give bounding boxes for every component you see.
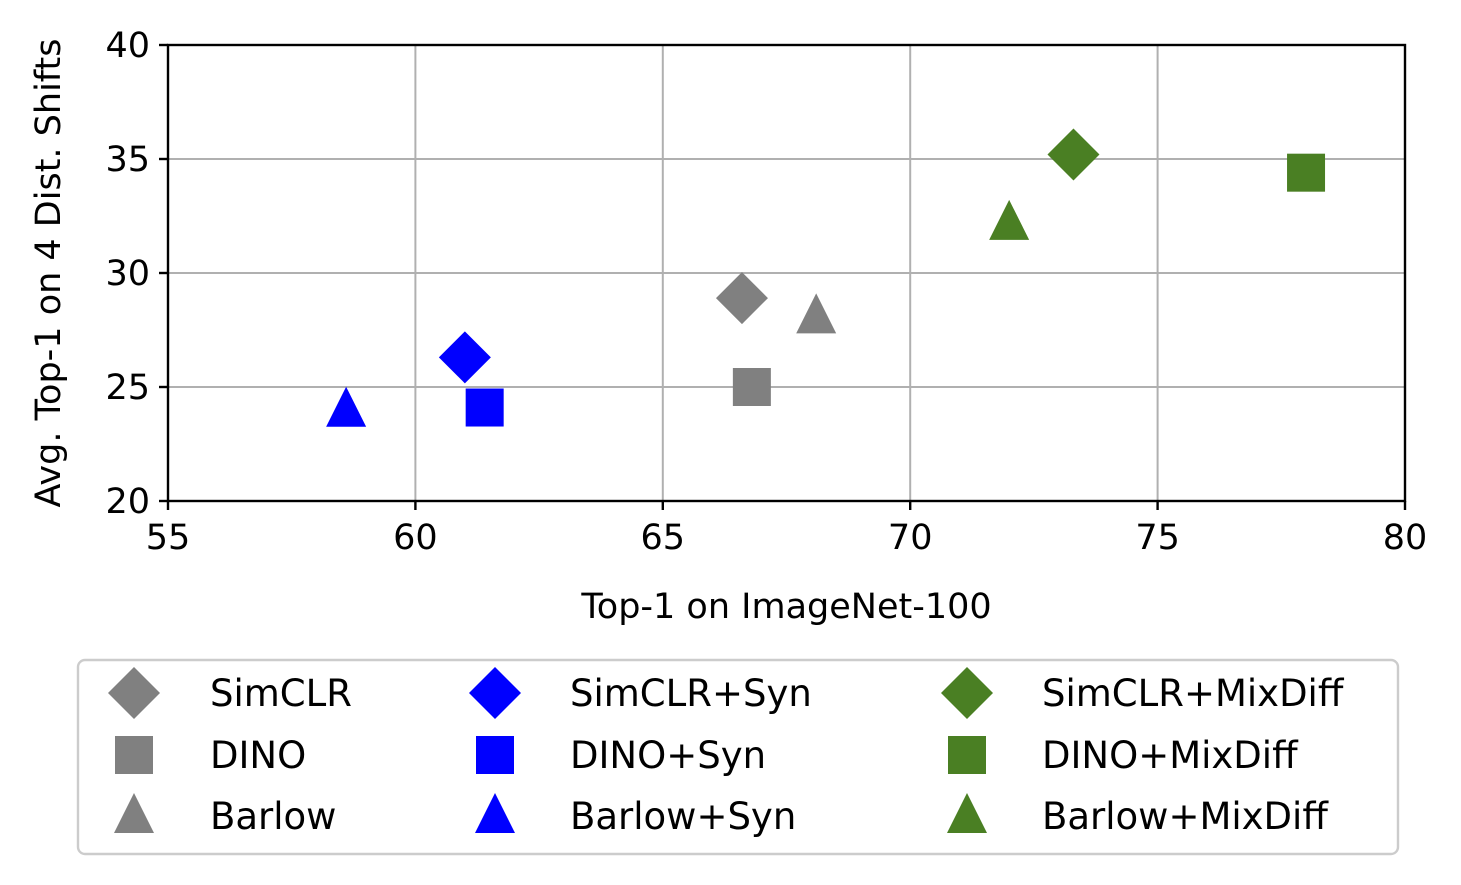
x-tick-label: 75 (1135, 518, 1180, 558)
legend-marker-square (476, 736, 514, 774)
legend: SimCLR DINO Barlow SimCLR+Syn DINO+Syn Barlow… (76, 658, 1400, 856)
point-diamond (1047, 128, 1100, 181)
legend-label: SimCLR+MixDiff (1042, 672, 1345, 715)
legend-marker-square (115, 736, 153, 774)
point-square (732, 368, 771, 406)
y-tick-label: 25 (105, 368, 150, 408)
data-points (326, 128, 1326, 427)
plot-frame (166, 43, 1407, 503)
legend-marker-diamond (108, 667, 160, 719)
x-tick-label: 55 (146, 518, 191, 558)
legend-frame (76, 658, 1400, 856)
legend-label: DINO (210, 734, 306, 777)
y-tick-label: 20 (105, 482, 150, 522)
legend-label: Barlow (210, 795, 336, 838)
legend-label: SimCLR (210, 672, 352, 715)
point-triangle (796, 293, 837, 334)
legend-marker-triangle (475, 793, 515, 833)
legend-marker-diamond (941, 667, 993, 719)
x-tick-label: 65 (641, 518, 686, 558)
y-tick-label: 40 (105, 26, 150, 66)
y-tick-label: 30 (105, 254, 150, 294)
point-diamond (715, 272, 768, 325)
legend-marker-diamond (469, 667, 521, 719)
legend-label: Barlow+Syn (570, 795, 796, 838)
y-tick-label: 35 (105, 140, 150, 180)
legend-label: Barlow+MixDiff (1042, 795, 1329, 838)
legend-marker-square (948, 736, 986, 774)
legend-marker-triangle (114, 793, 154, 833)
x-tick-label: 70 (888, 518, 933, 558)
point-triangle (989, 199, 1030, 240)
grid (167, 44, 1406, 502)
legend-marker-triangle (947, 793, 987, 833)
point-diamond (438, 331, 491, 384)
x-axis-title: Top-1 on ImageNet-100 (580, 587, 991, 627)
legend-label: DINO+MixDiff (1042, 734, 1299, 777)
axis-ticks: 55 60 65 70 75 80 20 25 30 35 40 (105, 26, 1427, 558)
point-triangle (326, 386, 367, 427)
x-tick-label: 60 (393, 518, 438, 558)
y-axis-title: Avg. Top-1 on 4 Dist. Shifts (29, 39, 69, 508)
x-tick-label: 80 (1383, 518, 1428, 558)
legend-label: DINO+Syn (570, 734, 766, 777)
legend-label: SimCLR+Syn (570, 672, 812, 715)
point-square (465, 388, 504, 427)
point-square (1287, 153, 1326, 192)
